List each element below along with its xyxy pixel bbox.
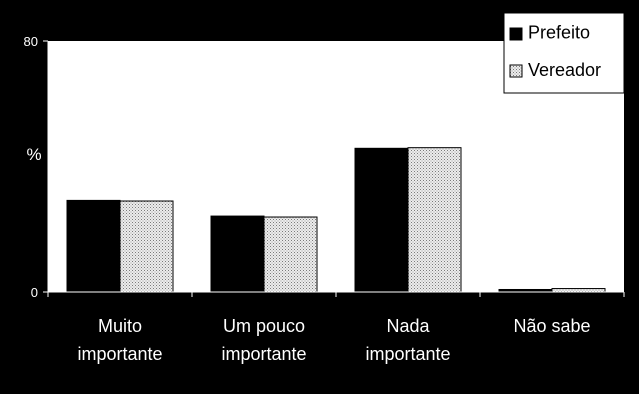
data-label-vereador-um-pouco-importante: 23,9 xyxy=(273,183,308,203)
legend-label-vereador: Vereador xyxy=(528,60,601,80)
data-label-prefeito-muito-importante: 29,2 xyxy=(76,166,111,186)
data-labels-layer: 29,2 29 24,2 23,9 45,8 46 0,8 1,1 xyxy=(76,114,591,276)
category-labels-layer: Muito importante Um pouco importante Nada imp… xyxy=(77,316,590,364)
bar-vereador-nao-sabe xyxy=(551,288,606,293)
bar-vereador-muito-importante xyxy=(119,200,174,293)
category-label-nao-sabe: Não sabe xyxy=(513,316,590,336)
legend-swatch-prefeito xyxy=(509,27,523,41)
axes-layer: 0 80 xyxy=(24,34,625,300)
data-label-vereador-nada-importante: 46 xyxy=(424,114,444,134)
bar-prefeito-nada-importante xyxy=(354,147,409,293)
bar-vereador-um-pouco-importante xyxy=(263,216,318,293)
y-tick-label-80: 80 xyxy=(24,34,38,49)
data-label-prefeito-nao-sabe: 0,8 xyxy=(513,255,538,275)
bar-prefeito-um-pouco-importante xyxy=(210,215,265,293)
data-label-vereador-nao-sabe: 1,1 xyxy=(566,255,591,275)
legend-swatch-vereador xyxy=(509,64,523,78)
category-label-nada-importante: Nada importante xyxy=(365,316,450,364)
category-label-muito-importante: Muito importante xyxy=(77,316,162,364)
data-label-prefeito-nada-importante: 45,8 xyxy=(364,114,399,134)
y-tick-label-0: 0 xyxy=(31,285,38,300)
bars-layer xyxy=(66,147,606,293)
data-label-prefeito-um-pouco-importante: 24,2 xyxy=(220,182,255,202)
legend: Prefeito Vereador xyxy=(503,12,625,94)
legend-label-prefeito: Prefeito xyxy=(528,23,590,43)
category-label-um-pouco-importante: Um pouco importante xyxy=(221,316,306,364)
data-label-vereador-muito-importante: 29 xyxy=(136,167,156,187)
y-axis-unit-label: % xyxy=(26,145,41,164)
legend-box xyxy=(503,12,625,94)
bar-vereador-nada-importante xyxy=(407,147,462,293)
bar-prefeito-muito-importante xyxy=(66,199,121,293)
